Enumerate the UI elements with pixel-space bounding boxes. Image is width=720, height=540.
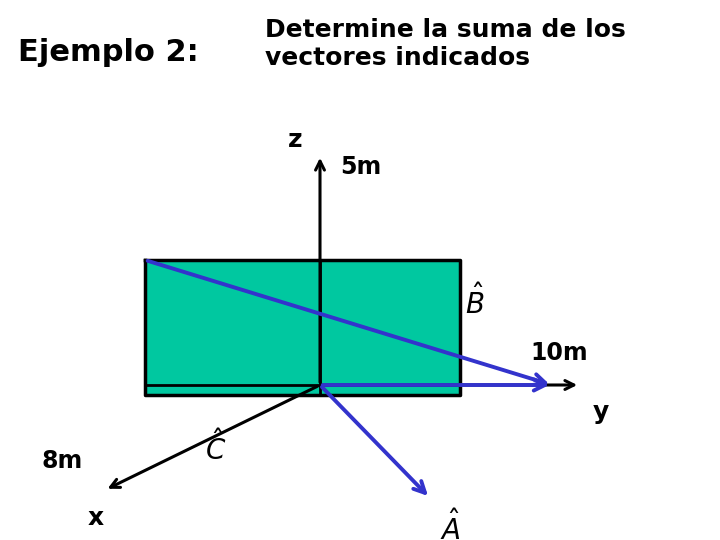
Text: $\hat{C}$: $\hat{C}$: [205, 430, 226, 466]
Text: z: z: [288, 128, 302, 152]
Text: Ejemplo 2:: Ejemplo 2:: [18, 38, 199, 67]
Text: 10m: 10m: [530, 341, 588, 365]
Text: x: x: [88, 506, 104, 530]
Text: 8m: 8m: [42, 449, 83, 473]
Text: y: y: [593, 400, 609, 424]
Polygon shape: [145, 260, 460, 395]
Text: 5m: 5m: [340, 155, 382, 179]
Text: $\hat{A}$: $\hat{A}$: [440, 510, 461, 540]
Text: Determine la suma de los
vectores indicados: Determine la suma de los vectores indica…: [265, 18, 626, 70]
Text: $\hat{B}$: $\hat{B}$: [465, 284, 485, 320]
